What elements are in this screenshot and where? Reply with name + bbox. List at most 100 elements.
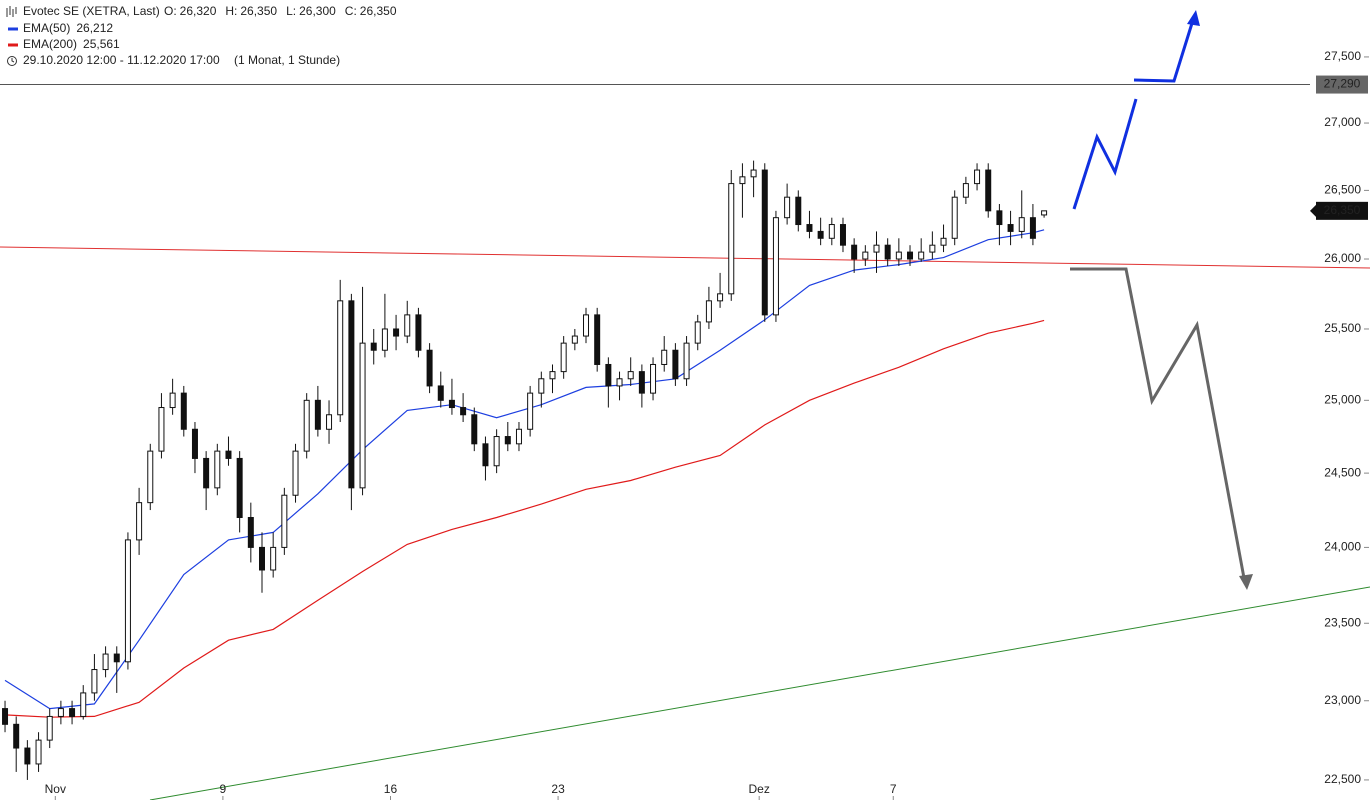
candle-body — [102, 653, 109, 671]
candle-body — [616, 378, 623, 387]
candle-body — [404, 314, 411, 337]
candle-body — [370, 342, 377, 351]
y-tick-label: 22,500 — [1324, 772, 1361, 786]
legend: Evotec SE (XETRA, Last) O: 26,320 H: 26,350… — [6, 4, 397, 67]
last-price-label: 26,350 — [1324, 203, 1361, 217]
candle-body — [817, 230, 824, 239]
legend-name: EMA(50) — [23, 21, 70, 35]
candle-body — [784, 196, 791, 219]
candle-body — [962, 183, 969, 198]
legend-entries: EMA(50) 26,212 EMA(200) 25,561 — [8, 21, 120, 51]
candle-body — [136, 502, 143, 541]
bullish-projection-arrow — [1133, 19, 1195, 83]
support-trendline — [149, 586, 1370, 800]
candle-body — [337, 300, 344, 416]
candle-body — [851, 244, 858, 260]
quote-label: L: — [286, 4, 296, 18]
candle-body — [259, 546, 265, 571]
last-price-box — [1316, 201, 1368, 220]
candle-body — [974, 169, 981, 185]
quote-value: 26,320 — [180, 4, 217, 18]
candle-body — [761, 169, 768, 316]
candle-body — [448, 399, 455, 409]
candle-body — [839, 224, 846, 246]
candle-body — [583, 314, 590, 337]
candle-body — [493, 436, 500, 467]
quote-label: O: — [164, 4, 177, 18]
x-tick-label: 16 — [384, 782, 398, 796]
last-price-pointer — [1310, 204, 1316, 217]
ema-line — [4, 229, 1045, 710]
candle-body — [884, 244, 891, 260]
quote-label: H: — [225, 4, 237, 18]
quote-value: 26,350 — [360, 4, 397, 18]
quote-value: 26,350 — [240, 4, 277, 18]
x-tick-label: Nov — [45, 782, 66, 796]
y-tick-label: 27,000 — [1324, 115, 1361, 129]
y-tick-label: 27,500 — [1324, 49, 1361, 63]
candle-body — [359, 342, 366, 489]
y-tick-label: 24,000 — [1324, 540, 1361, 554]
candle-body — [46, 715, 53, 741]
candle-body — [661, 349, 668, 365]
candle-body — [158, 407, 165, 452]
candle-body — [527, 392, 534, 430]
candle-body — [69, 708, 76, 717]
ema-line — [4, 319, 1045, 718]
chart-title: Evotec SE (XETRA, Last) — [23, 4, 160, 18]
legend-value: 26,212 — [76, 21, 113, 35]
bearish-projection — [1070, 267, 1246, 579]
y-tick-label: 26,000 — [1324, 251, 1361, 265]
plot-area — [2, 160, 1048, 780]
candle-body — [437, 385, 444, 401]
x-tick-label: 9 — [220, 782, 227, 796]
resistance-trendline — [0, 246, 1370, 269]
candle-body — [560, 342, 567, 373]
x-tick-label: Dez — [749, 782, 770, 796]
candle-body — [571, 335, 578, 344]
candle-body — [426, 349, 433, 387]
candle-body — [895, 251, 902, 260]
candle-body — [650, 363, 657, 394]
period: 29.10.2020 12:00 - 11.12.2020 17:00 — [23, 53, 220, 67]
quote-label: C: — [345, 4, 357, 18]
candle-body — [225, 450, 232, 459]
candle-body — [1007, 224, 1014, 232]
candle-body — [247, 517, 254, 548]
legend-value: 25,561 — [83, 37, 120, 51]
candle-body — [91, 669, 98, 694]
candle-body — [326, 414, 333, 430]
candle-body — [124, 539, 131, 663]
candle-body — [303, 399, 310, 452]
candle-body — [1041, 210, 1048, 216]
quote-value: 26,300 — [299, 4, 336, 18]
candle-body — [471, 414, 478, 445]
y-tick-label: 25,000 — [1324, 392, 1361, 406]
candle-body — [538, 378, 545, 394]
candle-body — [1029, 217, 1036, 239]
candle-body — [482, 443, 489, 467]
candle-body — [35, 739, 42, 765]
candle-body — [515, 428, 522, 445]
candle-body — [940, 237, 947, 246]
candle-body — [203, 457, 210, 489]
clock-hand — [11, 58, 15, 63]
candle-body — [460, 407, 467, 416]
candle-body — [694, 321, 701, 344]
legend-name: EMA(200) — [23, 37, 77, 51]
candle-body — [672, 349, 679, 380]
y-tick-label: 25,500 — [1324, 321, 1361, 335]
candle-body — [2, 708, 9, 725]
candle-body — [683, 342, 690, 380]
candle-body — [795, 196, 802, 226]
candle-body — [24, 747, 31, 765]
candle-body — [214, 450, 221, 489]
candle-body — [806, 224, 813, 232]
clock-icon — [7, 56, 17, 66]
chart-icon — [6, 6, 17, 17]
candle-body — [80, 692, 87, 717]
candle-body — [113, 653, 120, 663]
y-tick-label: 23,500 — [1324, 615, 1361, 629]
arrow-head — [1187, 10, 1200, 26]
